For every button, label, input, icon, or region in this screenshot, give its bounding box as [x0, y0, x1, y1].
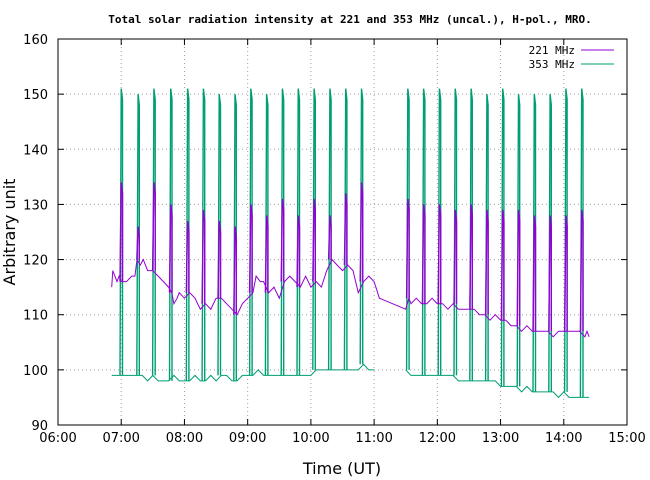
- series-spike: [151, 182, 156, 271]
- series-spike: [296, 215, 301, 288]
- series-spike: [437, 204, 442, 304]
- series-spike: [327, 215, 332, 260]
- series-spike: [201, 209, 206, 304]
- series-spike: [516, 209, 521, 326]
- x-tick-label: 14:00: [545, 431, 582, 446]
- series-spike: [248, 204, 253, 293]
- series-spike: [500, 209, 505, 321]
- series-spike: [359, 182, 364, 282]
- series-line: [405, 369, 590, 399]
- y-tick-label: 140: [23, 143, 48, 158]
- x-tick-label: 11:00: [355, 431, 392, 446]
- series-spike: [548, 215, 552, 332]
- series-spike: [579, 209, 584, 332]
- chart-title: Total solar radiation intensity at 221 a…: [108, 13, 591, 26]
- series-spike: [185, 220, 190, 293]
- x-tick-label: 10:00: [292, 431, 329, 446]
- y-tick-label: 110: [23, 309, 48, 324]
- x-tick-labels: 06:00 07:00 08:00 09:00 10:00 11:00 12:00 13:00…: [39, 431, 645, 446]
- legend-label-221-mhz: 221 MHz: [529, 44, 575, 57]
- legend: 221 MHz 353 MHz: [529, 44, 614, 71]
- y-tick-labels: 90 100 110 120 130 140 150 160: [23, 33, 48, 434]
- x-tick-label: 08:00: [166, 431, 203, 446]
- series-spike: [343, 193, 348, 266]
- x-tick-label: 07:00: [102, 431, 139, 446]
- series-spike: [217, 220, 222, 299]
- series-line: [111, 363, 375, 382]
- y-tick-label: 100: [23, 364, 48, 379]
- x-tick-label: 13:00: [482, 431, 519, 446]
- series-spike: [532, 215, 537, 332]
- series-spike: [484, 209, 489, 315]
- series-221-mhz: [111, 182, 590, 338]
- y-tick-label: 160: [23, 33, 48, 48]
- legend-label-353-mhz: 353 MHz: [529, 58, 575, 71]
- y-axis-label: Arbitrary unit: [0, 179, 19, 286]
- x-tick-label: 09:00: [229, 431, 266, 446]
- x-tick-label: 06:00: [39, 431, 76, 446]
- series-spike: [312, 198, 316, 282]
- series-spike: [233, 226, 237, 315]
- series-spike: [453, 209, 458, 304]
- y-tick-label: 120: [23, 254, 48, 269]
- x-tick-label: 12:00: [419, 431, 456, 446]
- x-tick-label: 15:00: [608, 431, 645, 446]
- y-tick-label: 150: [23, 88, 48, 103]
- series-spike: [469, 204, 473, 310]
- x-axis-label: Time (UT): [302, 459, 381, 478]
- series-spike: [280, 198, 285, 282]
- series-spike: [405, 198, 410, 299]
- series-spike: [264, 215, 269, 293]
- series-spike: [136, 226, 140, 260]
- series-spike: [421, 204, 426, 304]
- series-spike: [168, 204, 173, 293]
- plot-frame: [57, 38, 628, 426]
- grid-lines: [57, 38, 628, 426]
- series-spike: [119, 182, 124, 282]
- series-spike: [563, 215, 568, 332]
- y-tick-label: 130: [23, 198, 48, 213]
- y-tick-label: 90: [31, 419, 48, 434]
